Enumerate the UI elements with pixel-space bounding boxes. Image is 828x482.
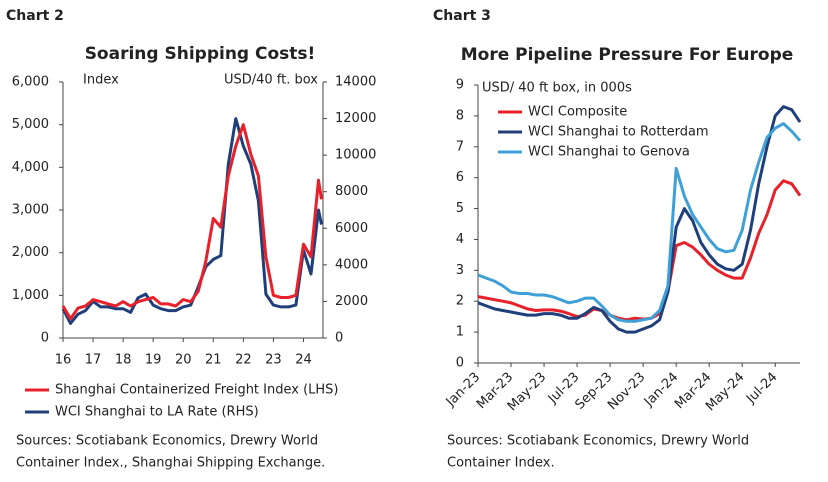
source-note: Sources: Scotiabank Economics, Drewry Wo… [16,434,318,449]
y-tick-label: 6 [456,170,464,185]
y-tick-label: 9 [456,78,464,93]
x-tick-label: 24 [295,353,312,368]
series-line [477,105,802,334]
y2-tick-label: 2000 [335,294,368,309]
y2-tick-label: 6000 [335,221,368,236]
source-note: Container Index., Shanghai Shipping Exch… [16,456,325,471]
y-tick-label: 1 [456,325,464,340]
y-tick-label: 5 [456,201,464,216]
y-axis-label: USD/ 40 ft box, in 000s [482,81,632,96]
y-tick-label: 1,000 [12,288,49,303]
y-tick-label: 6,000 [12,75,49,90]
x-tick-label: 20 [175,353,192,368]
series-line [477,122,802,323]
series-line [477,179,802,322]
x-tick-label: 16 [55,353,72,368]
x-tick-label: 22 [235,353,252,368]
y2-tick-label: 8000 [335,184,368,199]
chart-title: More Pipeline Pressure For Europe [461,45,794,65]
y-tick-label: 7 [456,139,464,154]
chart-label: Chart 3 [433,8,491,24]
y-axis-label: Index [83,73,119,88]
y-tick-label: 0 [41,331,49,346]
y2-tick-label: 0 [335,331,343,346]
y-tick-label: 4,000 [12,160,49,175]
legend-label: Shanghai Containerized Freight Index (LH… [55,383,339,398]
y-tick-label: 2 [456,294,464,309]
chart-label: Chart 2 [6,8,64,24]
y2-tick-label: 12000 [335,111,376,126]
chart-title: Soaring Shipping Costs! [85,44,316,64]
source-note: Container Index. [447,456,555,471]
y-tick-label: 4 [456,232,464,247]
legend-label: WCI Composite [528,105,627,120]
x-tick-label: 23 [265,353,282,368]
source-note: Sources: Scotiabank Economics, Drewry Wo… [447,434,749,449]
x-tick-label: 18 [115,353,132,368]
y2-tick-label: 4000 [335,257,368,272]
y-tick-label: 3 [456,263,464,278]
x-tick-label: 17 [85,353,102,368]
series-line [61,123,323,321]
legend-label: WCI Shanghai to LA Rate (RHS) [55,405,259,420]
legend-label: WCI Shanghai to Rotterdam [528,125,709,140]
y2-axis-label: USD/40 ft. box [224,73,318,88]
y2-tick-label: 14000 [335,75,376,90]
y-tick-label: 3,000 [12,203,49,218]
x-tick-label: 19 [145,353,162,368]
legend-label: WCI Shanghai to Genova [528,145,690,160]
y-tick-label: 5,000 [12,117,49,132]
x-tick-label: 21 [205,353,222,368]
y-tick-label: 0 [456,356,464,371]
y2-tick-label: 10000 [335,148,376,163]
y-tick-label: 8 [456,108,464,123]
y-tick-label: 2,000 [12,245,49,260]
